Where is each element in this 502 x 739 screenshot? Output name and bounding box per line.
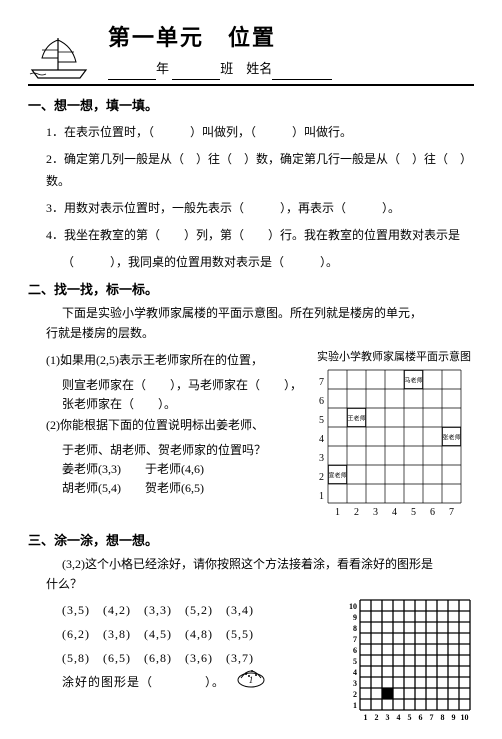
name-blank[interactable] [272, 66, 332, 80]
q1-2: 2．确定第几列一般是从（ ）往（ ）数，确定第几行一般是从（ ）往（ ）数。 [46, 148, 474, 194]
q1-4b: （ ），我同桌的位置用数对表示是（ ）。 [62, 251, 474, 274]
info-line: 年 班 姓名 [108, 59, 474, 80]
s2-intro2: 行就是楼房的层数。 [46, 324, 474, 343]
year-blank[interactable] [108, 66, 156, 80]
q1-3: 3．用数对表示位置时，一般先表示（ ），再表示（ ）。 [46, 197, 474, 220]
svg-text:张老师: 张老师 [442, 434, 460, 442]
q1-4a: 4．我坐在教室的第（ ）列，第（ ）行。我在教室的位置用数对表示是 [46, 224, 474, 247]
page-number: 1 [249, 675, 254, 685]
grid2-svg: 1122334455667788991010 [344, 598, 474, 733]
svg-text:3: 3 [386, 713, 390, 722]
page-footer-icon: 1 [236, 660, 266, 694]
svg-text:9: 9 [353, 613, 357, 622]
svg-text:2: 2 [319, 472, 324, 483]
svg-text:5: 5 [353, 657, 357, 666]
svg-text:2: 2 [375, 713, 379, 722]
svg-text:6: 6 [353, 646, 357, 655]
svg-text:3: 3 [353, 679, 357, 688]
svg-text:5: 5 [319, 415, 324, 426]
svg-text:7: 7 [319, 377, 324, 388]
title-block: 第一单元 位置 年 班 姓名 [108, 20, 474, 80]
q1-1: 1．在表示位置时，（ ）叫做列，（ ）叫做行。 [46, 121, 474, 144]
svg-text:1: 1 [335, 507, 340, 518]
svg-text:7: 7 [353, 635, 357, 644]
s3-intro2: 什么？ [46, 575, 474, 594]
svg-text:5: 5 [408, 713, 412, 722]
svg-text:7: 7 [430, 713, 434, 722]
svg-text:1: 1 [319, 491, 324, 502]
s2-q1c: 张老师家在（ ）。 [62, 395, 314, 414]
svg-text:马老师: 马老师 [404, 377, 422, 385]
section-1-head: 一、想一想，填一填。 [28, 96, 474, 117]
class-blank[interactable] [172, 66, 220, 80]
s2-q2d: 胡老师(5,4) 贺老师(6,5) [62, 479, 314, 498]
svg-text:5: 5 [411, 507, 416, 518]
svg-text:3: 3 [373, 507, 378, 518]
grid-svg: 1 2 3 4 5 6 7 1 2 3 4 5 6 7 马老师王老师张老师宣老师 [314, 368, 474, 518]
paint-grid: 1122334455667788991010 [344, 598, 474, 739]
ship-icon [28, 34, 90, 80]
svg-text:10: 10 [349, 602, 357, 611]
svg-text:4: 4 [319, 434, 324, 445]
svg-text:9: 9 [452, 713, 456, 722]
svg-text:4: 4 [397, 713, 401, 722]
svg-text:4: 4 [392, 507, 397, 518]
teacher-grid: 实验小学教师家属楼平面示意图 1 2 3 4 5 6 7 1 2 3 4 5 6 7 马老师王老师张老师宣老… [314, 349, 474, 525]
svg-text:6: 6 [430, 507, 435, 518]
svg-text:6: 6 [319, 396, 324, 407]
s3-intro1: (3,2)这个小格已经涂好，请你按照这个方法接着涂，看看涂好的图形是 [62, 555, 474, 574]
s2-q2c: 姜老师(3,3) 于老师(4,6) [62, 460, 314, 479]
header: 第一单元 位置 年 班 姓名 [28, 20, 474, 80]
svg-text:8: 8 [353, 624, 357, 633]
s2-intro1: 下面是实验小学教师家属楼的平面示意图。所在列就是楼房的单元， [62, 304, 474, 323]
coord-row-1: (6,2) (3,8) (4,5) (4,8) (5,5) [62, 622, 344, 646]
s2-q1a: (1)如果用(2,5)表示王老师家所在的位置， [46, 349, 314, 372]
s2-q1b: 则宣老师家在（ ），马老师家在（ ）， [62, 376, 314, 395]
svg-text:10: 10 [461, 713, 469, 722]
svg-text:3: 3 [319, 453, 324, 464]
section-2-head: 二、找一找，标一标。 [28, 280, 474, 301]
svg-text:宣老师: 宣老师 [328, 472, 346, 480]
svg-text:2: 2 [353, 690, 357, 699]
coord-row-0: (3,5) (4,2) (3,3) (5,2) (3,4) [62, 598, 344, 622]
svg-text:8: 8 [441, 713, 445, 722]
main-title: 第一单元 位置 [108, 20, 474, 55]
section-3-head: 三、涂一涂，想一想。 [28, 531, 474, 552]
svg-text:6: 6 [419, 713, 423, 722]
s3-tail: 涂好的图形是（ ）。 [62, 670, 344, 694]
svg-text:4: 4 [353, 668, 357, 677]
svg-text:7: 7 [449, 507, 454, 518]
s2-q2a: (2)你能根据下面的位置说明标出姜老师、 [46, 414, 314, 437]
svg-text:1: 1 [364, 713, 368, 722]
svg-text:王老师: 王老师 [347, 415, 365, 423]
svg-text:2: 2 [354, 507, 359, 518]
divider [28, 84, 474, 86]
s2-q2b: 于老师、胡老师、贺老师家的位置吗？ [62, 441, 314, 460]
grid-caption: 实验小学教师家属楼平面示意图 [314, 349, 474, 367]
coord-row-2: (5,8) (6,5) (6,8) (3,6) (3,7) [62, 646, 344, 670]
svg-text:1: 1 [353, 701, 357, 710]
